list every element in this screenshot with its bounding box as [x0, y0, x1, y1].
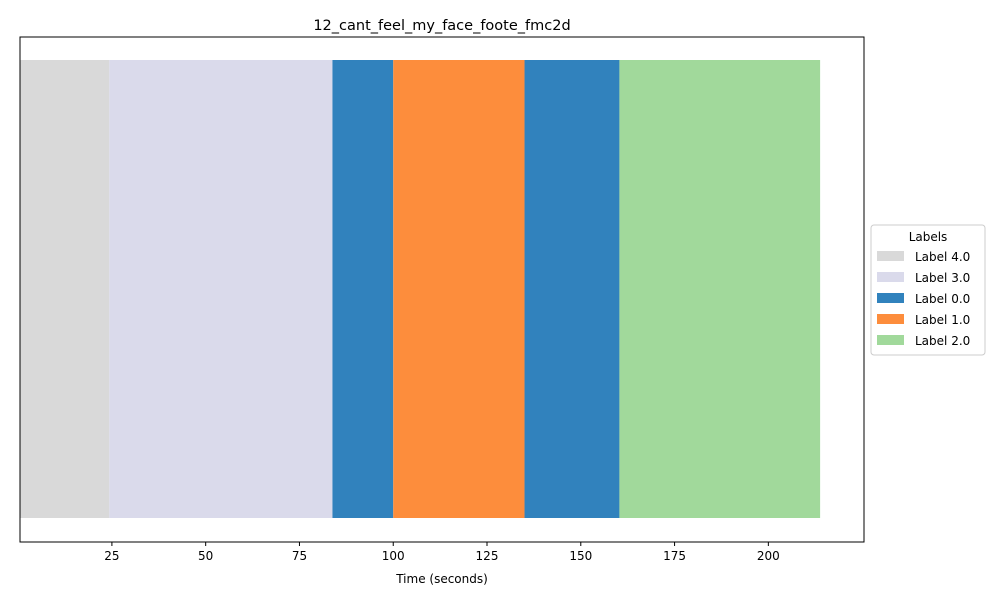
segment-0: [20, 60, 110, 518]
legend-entry-2: Label 0.0: [915, 292, 970, 306]
x-axis: 25 50 75 100 125 150 175 200: [104, 542, 780, 563]
legend-swatch-4: [877, 335, 904, 345]
legend-swatch-0: [877, 251, 904, 261]
legend-entry-3: Label 1.0: [915, 313, 970, 327]
x-tick-label-100: 100: [382, 549, 405, 563]
chart-title: 12_cant_feel_my_face_foote_fmc2d: [313, 18, 570, 34]
segment-4: [524, 60, 620, 518]
x-tick-label-50: 50: [198, 549, 213, 563]
legend-entry-1: Label 3.0: [915, 271, 970, 285]
legend: Labels Label 4.0 Label 3.0 Label 0.0 Label …: [870, 224, 986, 356]
legend-swatch-1: [877, 272, 904, 282]
segment-1: [109, 60, 333, 518]
legend-title: Labels: [909, 230, 948, 244]
x-tick-label-25: 25: [104, 549, 119, 563]
x-tick-label-75: 75: [292, 549, 307, 563]
x-tick-label-175: 175: [663, 549, 686, 563]
segment-3: [393, 60, 525, 518]
x-tick-label-200: 200: [757, 549, 780, 563]
plot-frame: [19, 36, 865, 543]
x-axis-label: Time (seconds): [395, 572, 488, 586]
x-tick-label-150: 150: [569, 549, 592, 563]
legend-swatch-2: [877, 293, 904, 303]
segment-5: [619, 60, 821, 518]
x-tick-label-125: 125: [476, 549, 499, 563]
legend-swatch-3: [877, 314, 904, 324]
plot-area: [20, 60, 821, 518]
legend-entry-4: Label 2.0: [915, 334, 970, 348]
segment-2: [332, 60, 394, 518]
legend-entry-0: Label 4.0: [915, 250, 970, 264]
